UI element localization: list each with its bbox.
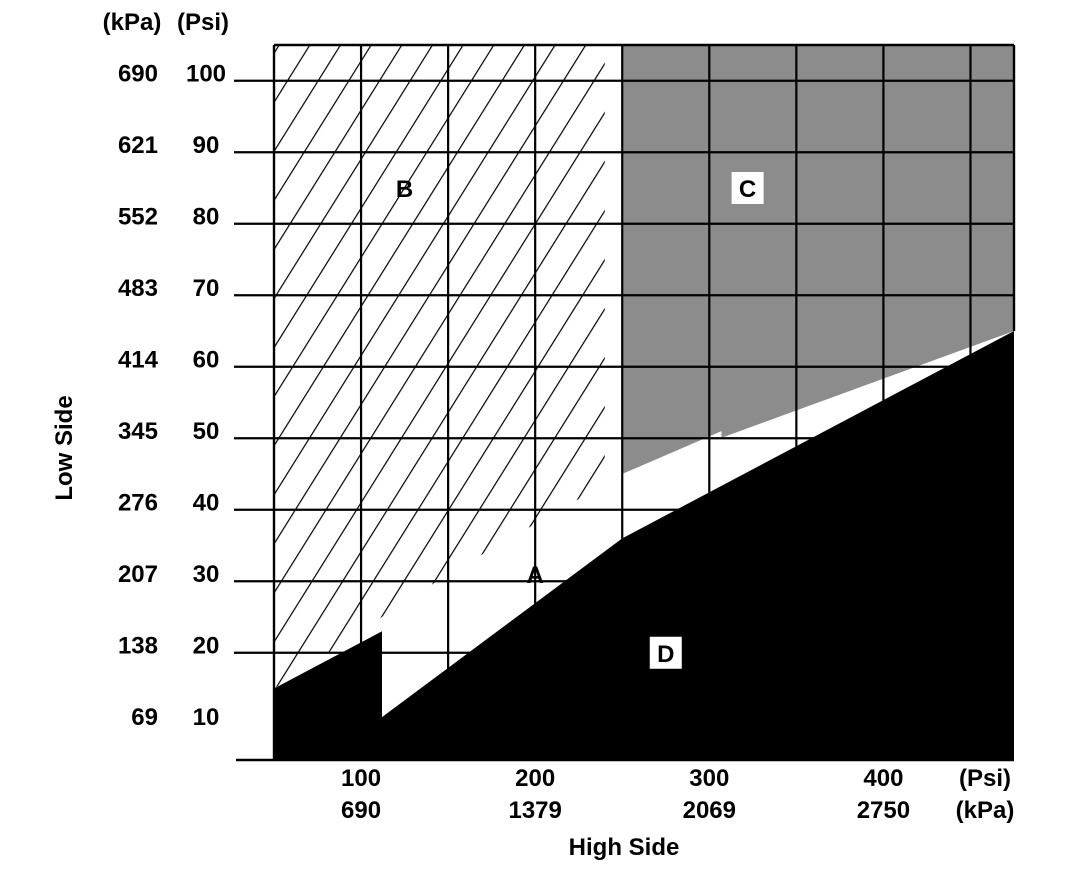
- x-tick-kpa: 2750: [857, 797, 910, 824]
- x-tick-psi: 400: [863, 765, 903, 792]
- x-tick-kpa: 2069: [683, 797, 736, 824]
- zone-b-label: B: [396, 176, 413, 203]
- y-tick-psi: 60: [193, 347, 220, 374]
- x-tick-kpa: 1379: [508, 797, 561, 824]
- zone-d-label: D: [657, 641, 674, 668]
- y-tick-psi: 10: [193, 704, 220, 731]
- zone-d-label-box: [649, 636, 682, 669]
- y-tick-kpa: 483: [118, 275, 158, 302]
- x-tick-psi: 200: [515, 765, 555, 792]
- x-tick-kpa: 690: [341, 797, 381, 824]
- y-tick-psi: 50: [193, 418, 220, 445]
- x-axis-title: High Side: [569, 834, 680, 861]
- x-unit-psi: (Psi): [959, 765, 1011, 792]
- y-tick-psi: 80: [193, 204, 220, 231]
- x-tick-psi: 300: [689, 765, 729, 792]
- zone-labels: A B C D: [396, 172, 764, 669]
- y-tick-kpa: 690: [118, 61, 158, 88]
- grid-lines: [234, 43, 1016, 762]
- y-tick-psi: 40: [193, 490, 220, 517]
- y-tick-labels: 69 10 138 20 207 30 276 40 345 50 414 60 483 70 552 80 6…: [118, 61, 226, 731]
- x-tick-psi: 100: [341, 765, 381, 792]
- y-tick-kpa: 414: [118, 347, 159, 374]
- y-tick-kpa: 621: [118, 132, 158, 159]
- y-tick-kpa: 207: [118, 561, 158, 588]
- y-tick-kpa: 276: [118, 490, 158, 517]
- y-tick-psi: 20: [193, 633, 220, 660]
- y-tick-kpa: 552: [118, 204, 158, 231]
- zone-a-label: A: [527, 562, 544, 589]
- y-tick-psi: 90: [193, 132, 220, 159]
- zone-c-label: C: [739, 176, 756, 203]
- y-header-psi: (Psi): [177, 9, 229, 36]
- y-tick-psi: 70: [193, 275, 220, 302]
- y-tick-psi: 30: [193, 561, 220, 588]
- zone-c-label-box: [731, 172, 764, 204]
- y-axis-title: Low Side: [51, 395, 78, 500]
- x-unit-kpa: (kPa): [956, 797, 1015, 824]
- x-tick-labels: 100 690 200 1379 300 2069 400 2750: [341, 765, 910, 824]
- y-tick-kpa: 345: [118, 418, 158, 445]
- y-header-kpa: (kPa): [103, 9, 162, 36]
- y-tick-psi: 100: [186, 61, 226, 88]
- y-tick-kpa: 69: [131, 704, 158, 731]
- zone-a-area: [382, 431, 722, 703]
- y-tick-kpa: 138: [118, 633, 158, 660]
